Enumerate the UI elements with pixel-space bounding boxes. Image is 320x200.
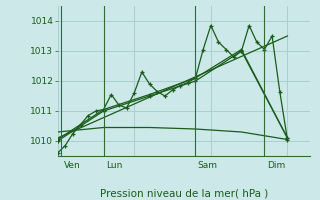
Text: Pression niveau de la mer( hPa ): Pression niveau de la mer( hPa )	[100, 189, 268, 199]
Text: Ven: Ven	[64, 161, 80, 170]
Text: Dim: Dim	[267, 161, 285, 170]
Text: Sam: Sam	[198, 161, 218, 170]
Text: Lun: Lun	[106, 161, 122, 170]
